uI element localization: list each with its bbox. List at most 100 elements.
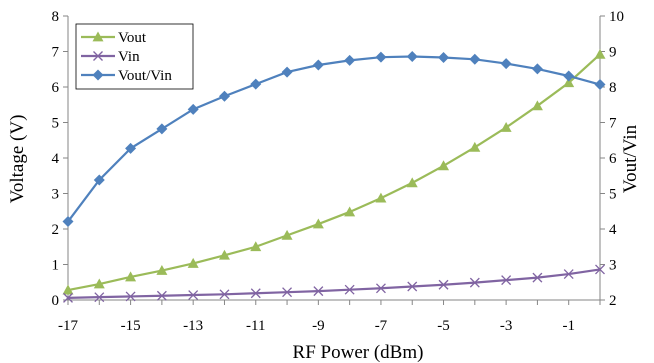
data-point-vout-vin bbox=[469, 53, 481, 65]
series-vin bbox=[63, 264, 605, 303]
x-tick-label: -9 bbox=[312, 318, 325, 334]
x-tick-label: -11 bbox=[246, 318, 265, 334]
data-point-vout-vin bbox=[281, 66, 293, 78]
data-point-vin bbox=[188, 290, 199, 300]
series-line-vout-vin bbox=[67, 55, 601, 223]
data-point-vout-vin bbox=[531, 63, 543, 75]
right-y-axis-title: Vout/Vin bbox=[620, 124, 641, 193]
legend-label: Vin bbox=[118, 49, 140, 65]
data-point-vin bbox=[282, 287, 293, 298]
y2-tick-label: 5 bbox=[609, 187, 617, 203]
data-point-vin bbox=[250, 288, 261, 299]
x-axis-title: RF Power (dBm) bbox=[293, 342, 424, 363]
y-tick-label: 3 bbox=[52, 187, 60, 203]
data-point-vout bbox=[187, 257, 199, 268]
data-point-vout bbox=[594, 48, 606, 59]
x-tick-label: -17 bbox=[58, 318, 78, 334]
data-point-vout-vin bbox=[375, 51, 387, 63]
data-point-vout bbox=[62, 284, 74, 295]
data-point-vin bbox=[407, 281, 418, 292]
legend-label: Vout bbox=[118, 30, 147, 46]
data-point-vout-vin bbox=[156, 123, 168, 135]
data-point-vout bbox=[563, 77, 575, 88]
series-vout-vin bbox=[62, 50, 606, 228]
data-point-vin bbox=[344, 284, 355, 295]
data-point-vin bbox=[532, 272, 543, 283]
y2-tick-label: 9 bbox=[609, 45, 617, 61]
data-point-vout-vin bbox=[563, 70, 575, 82]
y2-tick-label: 2 bbox=[609, 293, 617, 309]
data-point-vout-vin bbox=[406, 50, 418, 62]
series-line-vin bbox=[67, 268, 601, 299]
y2-tick-label: 4 bbox=[609, 222, 617, 238]
left-y-axis-title: Voltage (V) bbox=[7, 115, 28, 204]
legend-marker bbox=[92, 31, 104, 42]
data-point-vin bbox=[63, 292, 73, 303]
data-point-vin bbox=[595, 264, 605, 275]
x-tick-label: -7 bbox=[375, 318, 388, 334]
y-tick-label: 2 bbox=[52, 222, 60, 238]
y-tick-label: 4 bbox=[52, 151, 60, 167]
series-line-vout bbox=[67, 53, 601, 292]
y2-tick-label: 7 bbox=[609, 116, 617, 132]
y2-tick-label: 6 bbox=[609, 151, 617, 167]
data-point-vout bbox=[500, 121, 512, 132]
data-point-vout-vin bbox=[187, 103, 199, 115]
data-point-vout-vin bbox=[594, 79, 606, 91]
data-point-vin bbox=[219, 289, 230, 300]
legend-marker bbox=[93, 51, 103, 61]
data-point-vout bbox=[344, 206, 356, 217]
data-point-vout bbox=[312, 218, 324, 229]
y-tick-label: 8 bbox=[52, 9, 60, 25]
data-point-vout-vin bbox=[125, 142, 137, 154]
data-point-vin bbox=[156, 290, 167, 301]
data-point-vout-vin bbox=[312, 59, 324, 71]
data-point-vin bbox=[563, 269, 574, 280]
data-point-vin bbox=[469, 277, 480, 288]
x-axis: -17 -15 -13 -11 -9 -7 -5 -3 -1 bbox=[58, 300, 601, 334]
data-point-vout-vin bbox=[93, 174, 105, 186]
legend: Vout Vin Vout/Vin bbox=[75, 23, 194, 90]
data-point-vin bbox=[94, 292, 105, 303]
right-y-axis: 2 3 4 5 6 7 8 9 10 bbox=[600, 9, 624, 309]
x-tick-label: -13 bbox=[183, 318, 203, 334]
data-point-vout bbox=[250, 241, 262, 252]
data-point-vin bbox=[375, 283, 386, 294]
legend-item-vout-vin: Vout/Vin bbox=[81, 68, 172, 84]
x-tick-label: -15 bbox=[121, 318, 141, 334]
data-point-vout bbox=[156, 265, 168, 275]
data-point-vin bbox=[501, 275, 512, 286]
data-point-vout bbox=[125, 271, 137, 282]
data-point-vout-vin bbox=[218, 90, 230, 102]
data-point-vout bbox=[469, 141, 481, 152]
x-tick-label: -3 bbox=[500, 318, 513, 334]
y-tick-label: 1 bbox=[52, 258, 60, 274]
data-point-vout-vin bbox=[344, 54, 356, 66]
data-point-vout bbox=[375, 192, 387, 203]
legend-item-vin: Vin bbox=[81, 49, 140, 65]
legend-marker bbox=[92, 69, 104, 81]
y2-tick-label: 10 bbox=[609, 9, 624, 25]
data-point-vout bbox=[281, 229, 293, 240]
data-point-vout bbox=[406, 177, 418, 188]
data-point-vout bbox=[93, 278, 105, 289]
data-point-vout-vin bbox=[438, 52, 450, 64]
data-point-vout-vin bbox=[250, 78, 262, 90]
data-point-vout-vin bbox=[62, 216, 74, 228]
legend-item-vout: Vout bbox=[81, 30, 147, 46]
left-y-axis: 0 1 2 3 4 5 6 7 8 bbox=[52, 9, 68, 309]
data-point-vin bbox=[125, 291, 136, 302]
x-tick-label: -5 bbox=[437, 318, 450, 334]
y-tick-label: 7 bbox=[52, 45, 60, 61]
data-point-vout bbox=[438, 160, 450, 171]
series-layer bbox=[62, 48, 606, 303]
y-tick-label: 0 bbox=[52, 293, 60, 309]
legend-label: Vout/Vin bbox=[118, 68, 172, 84]
y2-tick-label: 3 bbox=[609, 258, 617, 274]
series-vout bbox=[62, 48, 606, 295]
y2-tick-label: 8 bbox=[609, 80, 617, 96]
y-tick-label: 6 bbox=[52, 80, 60, 96]
data-point-vin bbox=[313, 286, 324, 297]
data-point-vout-vin bbox=[500, 58, 512, 70]
